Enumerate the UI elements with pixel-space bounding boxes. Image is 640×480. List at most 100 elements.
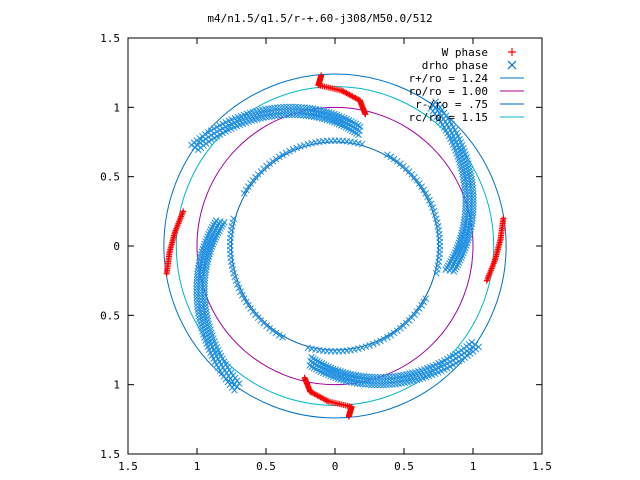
drho-point — [462, 205, 469, 212]
drho-point — [433, 219, 441, 226]
drho-point — [231, 273, 239, 281]
drho-point — [196, 135, 204, 142]
drho-point — [469, 188, 477, 195]
y-tick-label: 0.5 — [100, 309, 120, 322]
drho-point — [461, 354, 469, 361]
drho-point — [230, 215, 238, 223]
drho-point — [269, 157, 277, 165]
drho-point — [304, 108, 312, 116]
drho-point — [194, 270, 201, 278]
drho-point — [356, 127, 363, 135]
drho-point — [358, 344, 366, 352]
drho-point — [230, 269, 238, 277]
drho-point — [390, 155, 398, 163]
w-point — [301, 374, 308, 381]
y-tick-label: 1.5 — [100, 32, 120, 45]
drho-point — [247, 180, 254, 187]
drho-point — [300, 141, 308, 149]
drho-point — [426, 196, 433, 204]
radius-circle — [196, 106, 474, 386]
drho-point — [366, 373, 373, 381]
drho-point — [469, 214, 476, 222]
drho-point — [308, 139, 316, 147]
drho-point — [416, 305, 423, 312]
drho-point — [282, 149, 290, 157]
drho-point — [422, 189, 430, 197]
drho-point — [301, 108, 309, 115]
drho-point — [277, 103, 284, 111]
radius-circle — [231, 141, 439, 351]
drho-point — [461, 216, 468, 224]
x-tick-label: 0.5 — [256, 460, 276, 473]
drho-point — [355, 131, 362, 139]
radius-circle — [175, 86, 495, 406]
drho-point — [279, 333, 286, 341]
drho-point — [279, 151, 286, 159]
x-tick-label: 1.5 — [532, 460, 552, 473]
drho-point — [197, 272, 205, 280]
drho-point — [240, 295, 248, 303]
drho-point — [362, 343, 370, 351]
drho-point — [416, 180, 423, 187]
drho-point — [299, 112, 307, 119]
drho-point — [369, 340, 377, 348]
drho-point — [465, 212, 473, 220]
radius-circle — [163, 73, 507, 419]
y-tick-label: 1 — [113, 101, 120, 114]
drho-point — [418, 302, 426, 309]
drho-point — [232, 277, 240, 285]
drho-point — [306, 362, 314, 369]
drho-point — [420, 298, 428, 306]
drho-point — [309, 105, 317, 112]
drho-point — [380, 335, 388, 343]
y-tick-label: 0.5 — [100, 171, 120, 184]
drho-point — [431, 211, 439, 219]
drho-point — [361, 377, 369, 384]
drho-point — [432, 269, 440, 277]
y-tick-label: 1 — [113, 379, 120, 392]
drho-point — [377, 337, 384, 345]
drho-point — [297, 143, 304, 150]
y-tick-label: 1.5 — [100, 448, 120, 461]
drho-point — [244, 302, 252, 309]
drho-point — [269, 327, 277, 335]
drho-point — [242, 298, 250, 306]
drho-point — [384, 333, 391, 341]
drho-point — [304, 344, 312, 352]
drho-point — [373, 339, 381, 346]
drho-point — [468, 217, 476, 225]
drho-point — [308, 353, 315, 361]
drho-point — [306, 104, 314, 112]
legend-x-sample — [507, 60, 517, 70]
drho-point — [465, 215, 472, 223]
drho-point — [201, 131, 209, 138]
drho-point — [442, 112, 450, 120]
drho-point — [427, 200, 435, 208]
y-tick-label: 0 — [113, 240, 120, 253]
drho-point — [201, 271, 209, 279]
drho-point — [387, 153, 395, 161]
drho-point — [464, 352, 471, 360]
drho-point — [201, 277, 209, 284]
drho-point — [458, 356, 466, 363]
x-tick-label: 0 — [332, 460, 339, 473]
drho-point — [418, 183, 426, 190]
drho-point — [249, 176, 257, 184]
drho-point — [275, 153, 283, 161]
drho-point — [291, 111, 299, 119]
drho-point — [275, 331, 283, 339]
drho-point — [240, 189, 248, 197]
x-tick-label: 1 — [470, 460, 477, 473]
x-tick-label: 0.5 — [394, 460, 414, 473]
drho-point — [432, 215, 440, 223]
drho-point — [446, 267, 454, 274]
drho-point — [360, 372, 368, 380]
series-group — [163, 72, 507, 420]
drho-point — [194, 264, 202, 272]
drho-point — [293, 144, 301, 152]
legend-label: W phase — [442, 46, 488, 59]
drho-point — [294, 111, 302, 119]
drho-point — [393, 157, 401, 165]
drho-point — [358, 140, 366, 148]
